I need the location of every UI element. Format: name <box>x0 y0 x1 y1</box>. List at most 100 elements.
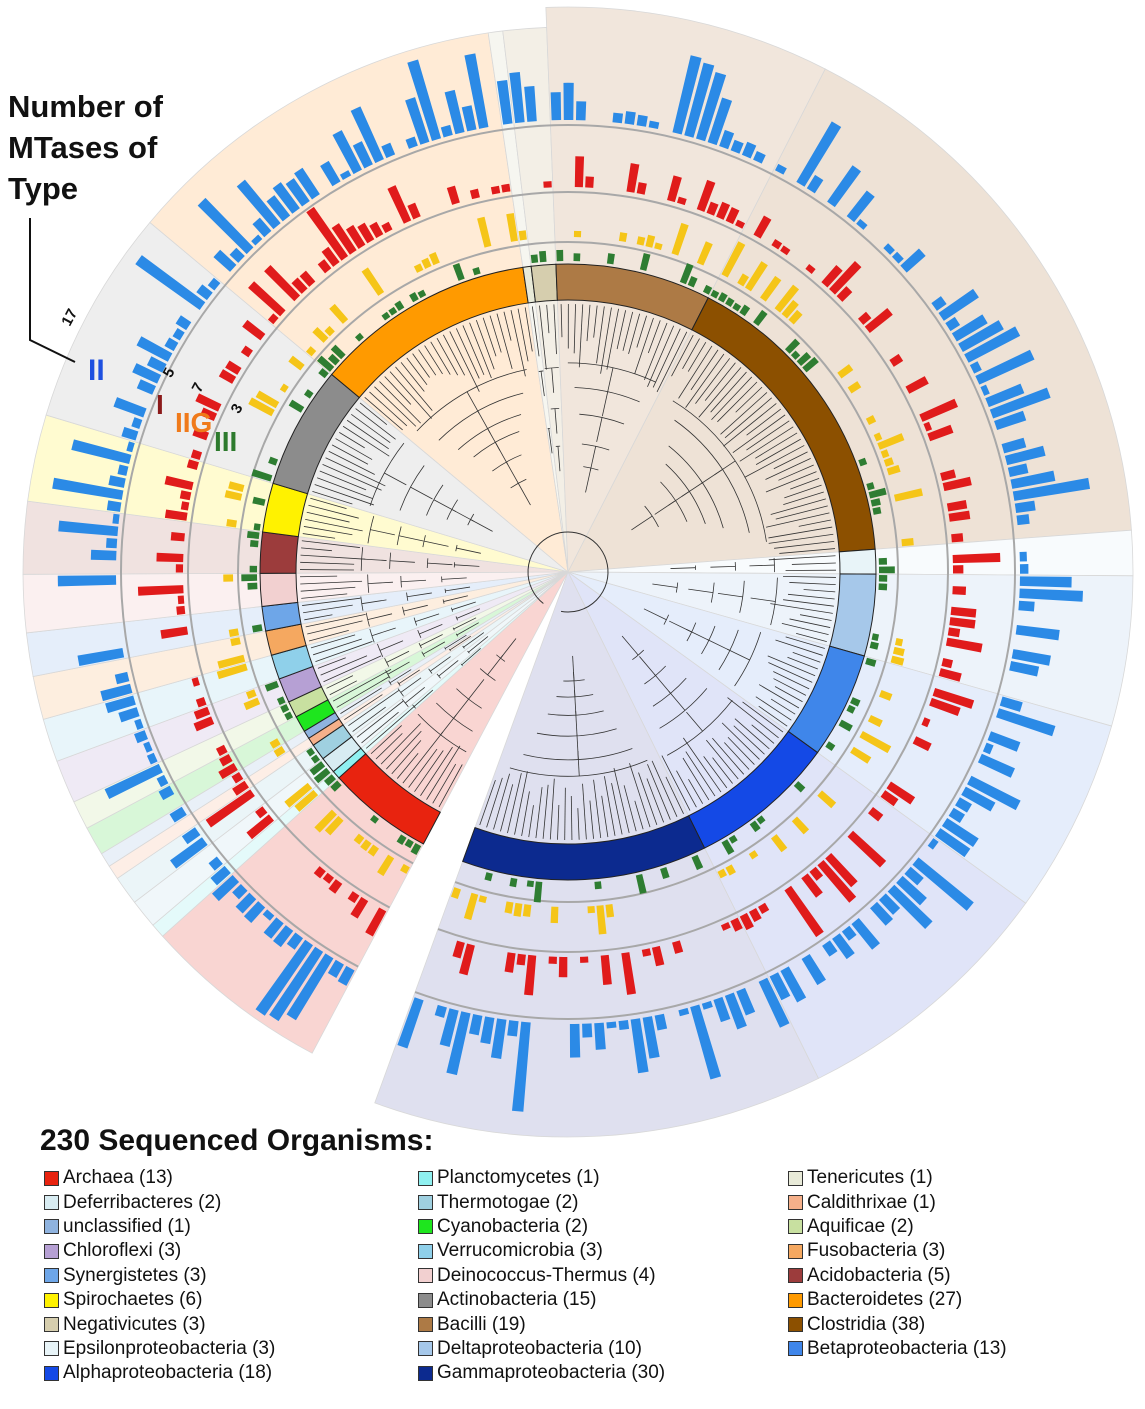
type-ii-bar <box>71 439 132 465</box>
tree-leaf-branch <box>596 306 605 364</box>
type-ii-bar <box>648 120 660 130</box>
tree-internal-arc <box>632 649 645 661</box>
type-ii-bar <box>175 315 192 331</box>
type-iig-bar <box>721 241 746 278</box>
type-i-bar <box>548 956 557 964</box>
tree-leaf-branch <box>510 310 526 377</box>
tree-internal-arc <box>426 558 429 568</box>
type-iii-bar <box>249 539 259 548</box>
tree-leaf-branch <box>589 800 594 839</box>
type-i-bar <box>231 771 244 784</box>
tree-stem <box>367 613 393 620</box>
tree-stem <box>445 586 471 592</box>
type-iig-bar <box>867 714 883 728</box>
type-iii-bar <box>606 253 615 265</box>
type-i-bar <box>585 176 594 188</box>
legend-swatch <box>788 1243 803 1259</box>
guide-circle <box>120 124 1016 1020</box>
type-ii-bar <box>827 165 862 208</box>
type-ii-bar <box>684 62 715 138</box>
type-ii-bar <box>618 1020 630 1031</box>
tree-leaf-branch <box>600 307 612 374</box>
tree-leaf-branch <box>613 768 630 834</box>
tree-leaf-branch <box>316 477 373 499</box>
tree-leaf-branch <box>503 311 512 341</box>
legend-item: Archaea (13) <box>44 1166 275 1190</box>
tree-leaf-branch <box>557 805 560 840</box>
type-i-bar <box>246 814 275 840</box>
type-ii-bar <box>134 730 149 744</box>
type-i-bar <box>952 586 967 595</box>
tree-stem <box>367 581 393 585</box>
tree-leaf-branch <box>586 304 591 342</box>
taxonomy-segment-acidobacteria <box>259 531 299 574</box>
tree-stem <box>361 558 387 561</box>
type-ii-bar <box>1014 500 1036 513</box>
tree-internal-arc <box>739 580 745 613</box>
type-i-bar <box>730 917 743 932</box>
tree-leaf-branch <box>628 313 641 354</box>
tree-stem <box>710 565 736 568</box>
type-ii-bar <box>407 59 442 141</box>
tree-leaf-branch <box>408 748 438 788</box>
type-ii-bar <box>90 549 117 561</box>
type-i-bar <box>137 585 184 596</box>
tree-stem <box>398 669 420 685</box>
type-ii-bar <box>582 1023 593 1038</box>
type-iig-bar <box>305 346 317 357</box>
tree-leaf-branch <box>486 777 503 828</box>
legend-label: Synergistetes (3) <box>63 1264 207 1286</box>
tree-leaf-branch <box>665 776 684 814</box>
tree-leaf-branch <box>783 491 824 506</box>
mtase-bar-rings <box>52 53 1091 1112</box>
type-ii-bar <box>156 774 169 788</box>
tree-leaf-branch <box>339 432 365 449</box>
tree-internal-arc <box>644 665 667 685</box>
type-iii-bar <box>756 815 766 825</box>
tree-leaf-branch <box>755 696 792 721</box>
type-iig-bar <box>893 488 923 502</box>
type-iii-bar <box>533 881 543 903</box>
tree-leaf-branch <box>647 325 675 387</box>
tree-stem <box>386 650 410 663</box>
type-ii-bar <box>832 933 855 960</box>
tree-internal-arc <box>388 680 392 686</box>
legend-item: Deferribacteres (2) <box>44 1190 275 1214</box>
type-iig-bar <box>284 782 313 808</box>
type-ii-bar <box>146 752 158 765</box>
tree-leaf-branch <box>690 349 719 391</box>
tree-leaf-branch <box>646 778 665 823</box>
type-ii-bar <box>1016 514 1030 526</box>
type-iii-bar <box>251 624 263 633</box>
type-i-bar <box>407 202 421 220</box>
tree-internal-arc <box>666 700 733 756</box>
type-ii-bar <box>1015 624 1060 641</box>
tree-leaf-branch <box>302 533 336 539</box>
tree-leaf-branch <box>322 463 382 491</box>
tree-stem <box>557 446 561 472</box>
tree-leaf-branch <box>768 526 833 539</box>
type-iig-bar <box>314 809 337 833</box>
tree-leaf-branch <box>482 317 497 357</box>
tree-stem <box>410 486 433 500</box>
type-ii-bar <box>780 966 807 1003</box>
legend-item: Actinobacteria (15) <box>418 1288 665 1312</box>
tree-stem <box>415 613 440 622</box>
figure-title-line-1: Number of <box>8 89 163 124</box>
tree-leaf-branch <box>774 540 835 549</box>
type-ii-bar <box>796 121 842 187</box>
type-ii-bar <box>846 190 875 223</box>
type-i-bar <box>504 952 516 973</box>
tree-stem <box>576 734 579 760</box>
type-ii-bar <box>286 932 304 950</box>
tree-leaf-branch <box>335 438 373 460</box>
type-ii-bar <box>948 807 966 823</box>
type-ii-bar <box>170 837 208 869</box>
type-ii-bar <box>996 708 1056 737</box>
tree-leaf-branch <box>704 362 736 401</box>
legend-swatch <box>44 1365 59 1381</box>
type-i-bar <box>720 922 731 931</box>
tree-leaf-branch <box>414 750 444 792</box>
tree-leaf-branch <box>524 307 533 352</box>
tree-leaf-branch <box>703 756 728 789</box>
